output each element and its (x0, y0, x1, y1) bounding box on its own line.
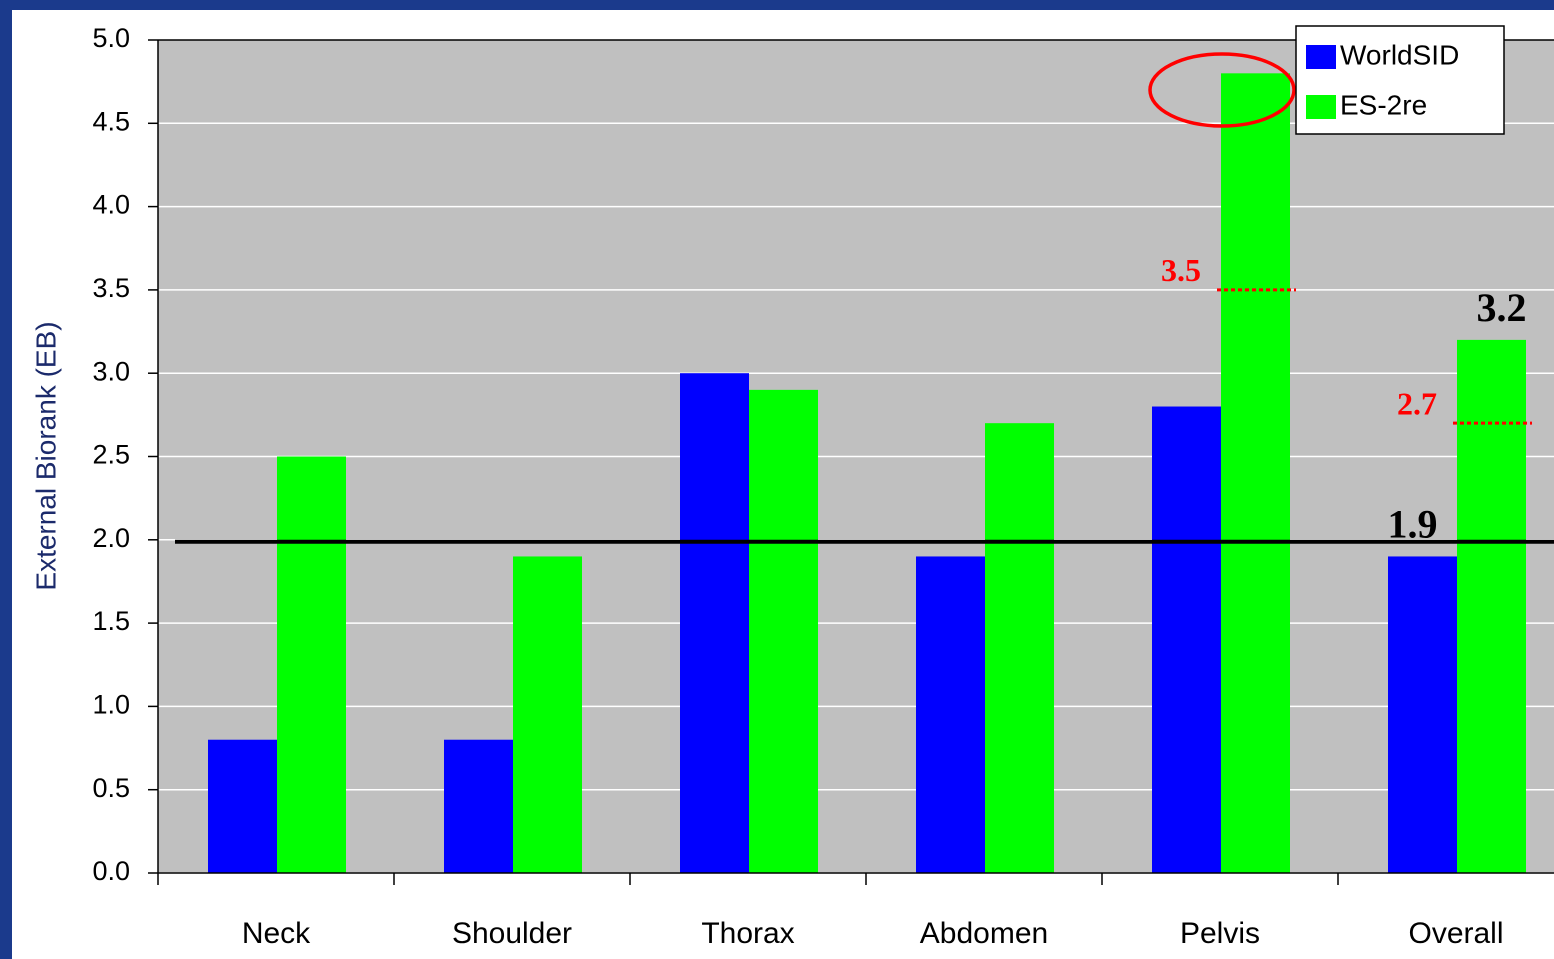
marker-label: 2.7 (1397, 386, 1437, 422)
value-label: 1.9 (1388, 502, 1438, 547)
chart-layer: 0.0 0.5 1.0 1.5 2.0 2.5 3.0 3.5 4.0 4.5 5.0 Neck Sho… (92, 23, 1554, 950)
x-tick-label: Neck (242, 917, 311, 950)
legend-label: ES-2re (1340, 89, 1427, 120)
x-tick-label: Thorax (701, 917, 794, 950)
y-tick-label: 4.5 (92, 106, 130, 136)
bar (208, 739, 277, 873)
bar (916, 556, 985, 873)
legend-swatch (1306, 95, 1336, 119)
highlight-ellipse (1148, 52, 1296, 128)
y-tick-label: 2.0 (92, 523, 130, 553)
value-label: 3.2 (1477, 285, 1527, 330)
y-tick-label: 3.5 (92, 273, 130, 303)
y-tick-label: 1.0 (92, 690, 130, 720)
bar (513, 556, 582, 873)
bar (749, 389, 818, 873)
y-tick-label: 4.0 (92, 190, 130, 220)
legend-label: WorldSID (1340, 39, 1459, 70)
bar (680, 373, 749, 873)
bar (1457, 339, 1526, 873)
bar (444, 739, 513, 873)
y-tick-label: 2.5 (92, 440, 130, 470)
bar (985, 423, 1054, 873)
bar (1221, 73, 1290, 873)
y-tick-label: 0.0 (92, 856, 130, 886)
bar (277, 456, 346, 873)
y-tick-label: 3.0 (92, 356, 130, 386)
y-axis-label: External Biorank (EB) (30, 321, 61, 590)
x-tick-label: Shoulder (452, 917, 572, 950)
y-tick-label: 1.5 (92, 606, 130, 636)
bar (1152, 406, 1221, 873)
y-tick-label: 5.0 (92, 23, 130, 53)
x-tick-label: Overall (1408, 917, 1503, 950)
x-tick-label: Pelvis (1180, 917, 1260, 950)
y-tick-label: 0.5 (92, 773, 130, 803)
x-tick-label: Abdomen (920, 917, 1048, 950)
marker-label: 3.5 (1161, 252, 1201, 288)
bar (1388, 556, 1457, 873)
legend-swatch (1306, 45, 1336, 69)
